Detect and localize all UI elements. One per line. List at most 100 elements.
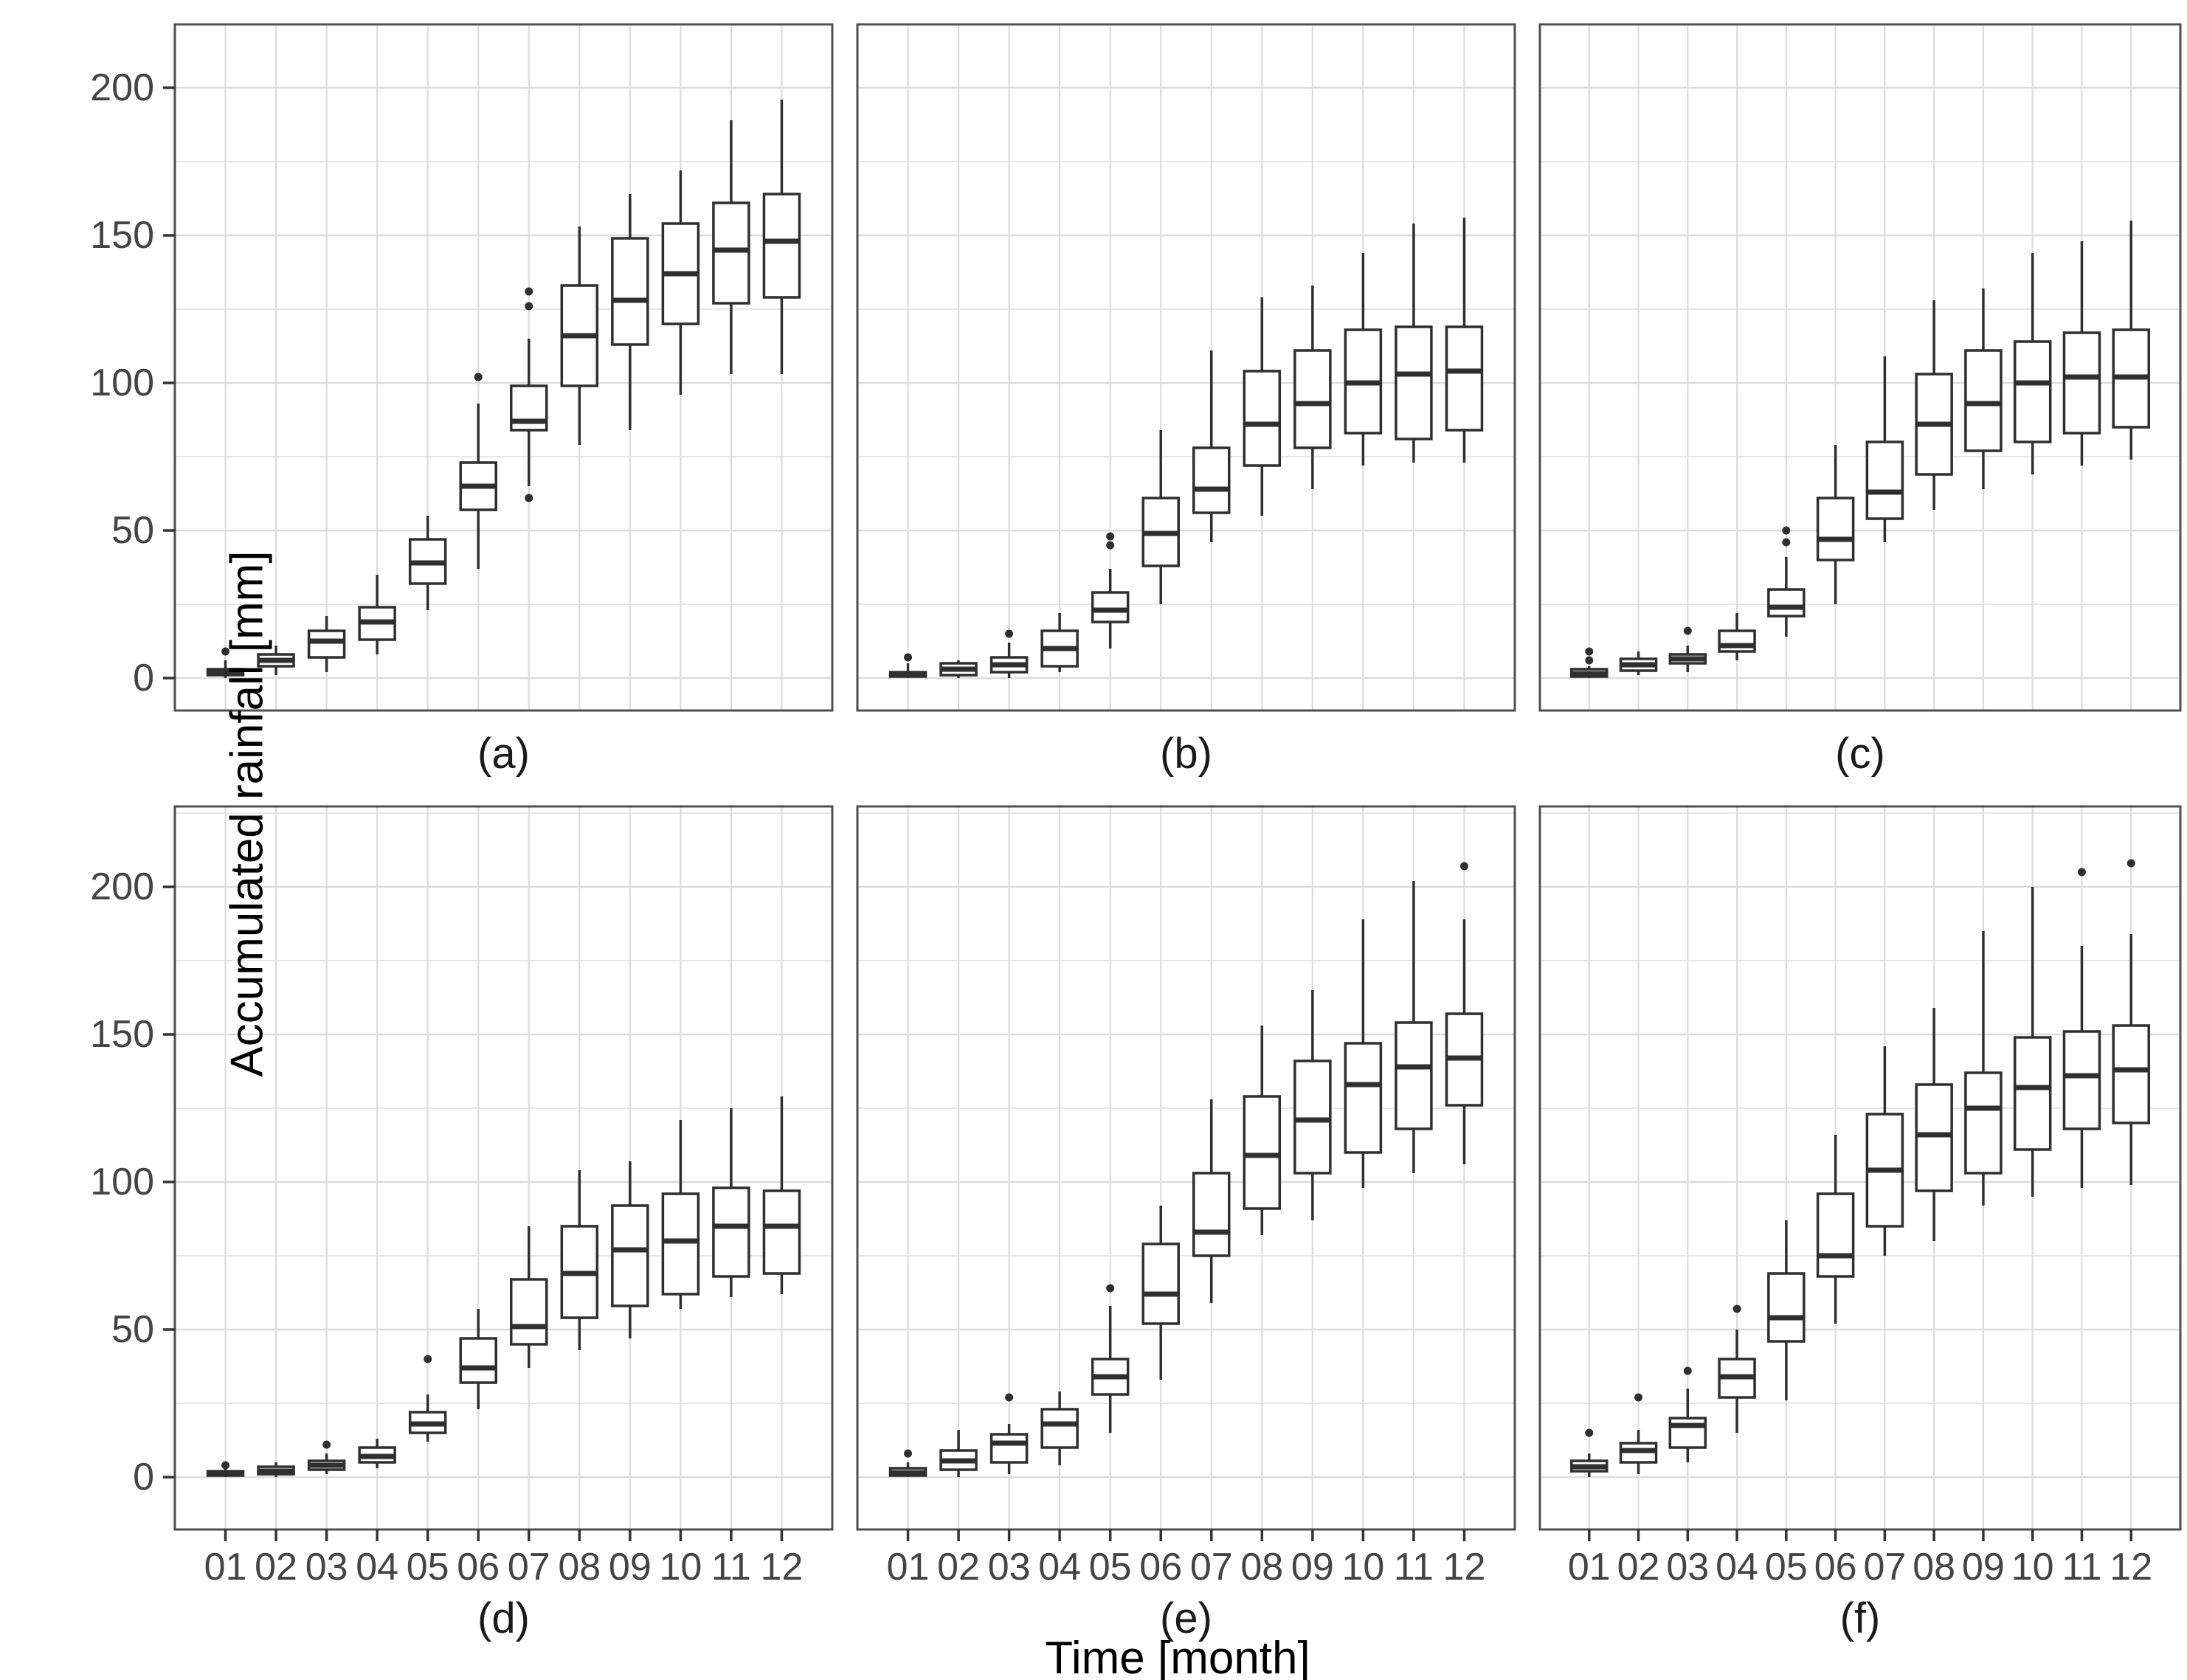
- x-tick-label: 06: [1814, 1546, 1857, 1589]
- outlier-point: [904, 653, 913, 662]
- x-tick-label: 11: [711, 1546, 751, 1589]
- outlier-point: [221, 647, 230, 656]
- boxplot-box: [1192, 1172, 1231, 1257]
- panel-border: [173, 805, 834, 1531]
- x-tick-label: 08: [1240, 1546, 1283, 1589]
- y-tick-label: 100: [90, 362, 154, 404]
- x-tick-label: 03: [305, 1546, 348, 1589]
- outlier-point: [1585, 647, 1594, 656]
- panel-caption: (a): [477, 730, 530, 778]
- panel-caption: (e): [1160, 1594, 1212, 1642]
- y-tick-label: 200: [90, 66, 154, 109]
- outlier-point: [2077, 868, 2086, 877]
- boxplot-box: [1964, 1071, 2003, 1175]
- boxplot-box: [1293, 349, 1332, 449]
- outlier-point: [1106, 1284, 1115, 1293]
- boxplot-box: [1767, 588, 1806, 618]
- outlier-point: [1005, 1393, 1014, 1402]
- panel-caption: (d): [477, 1594, 530, 1642]
- y-tick-label: 150: [90, 1013, 154, 1056]
- boxplot-box: [661, 1192, 700, 1296]
- x-tick-label: 07: [1190, 1546, 1233, 1589]
- x-tick-label: 08: [558, 1546, 601, 1589]
- boxplot-box: [1243, 370, 1282, 467]
- boxplot-box: [712, 201, 750, 305]
- y-tick-label: 50: [111, 1308, 154, 1351]
- outlier-point: [1732, 1304, 1741, 1313]
- x-tick-label: 07: [1863, 1546, 1906, 1589]
- x-tick-label: 12: [761, 1546, 804, 1589]
- y-tick-label: 0: [133, 657, 154, 699]
- boxplot-box: [2062, 331, 2101, 435]
- x-tick-label: 09: [1291, 1546, 1334, 1589]
- boxplot-box: [989, 1433, 1029, 1464]
- boxplot-box: [1816, 1192, 1855, 1278]
- boxplot-box: [2013, 1036, 2052, 1151]
- x-tick-label: 08: [1913, 1546, 1955, 1589]
- outlier-point: [904, 1449, 913, 1458]
- x-tick-label: 01: [204, 1546, 247, 1589]
- boxplot-box: [611, 1204, 649, 1307]
- boxplot-box: [307, 629, 346, 659]
- boxplot-box: [459, 1337, 497, 1384]
- outlier-point: [1005, 629, 1014, 638]
- outlier-point: [1683, 1366, 1692, 1375]
- x-tick-label: 09: [609, 1546, 652, 1589]
- x-tick-label: 01: [1568, 1546, 1611, 1589]
- x-tick-label: 05: [407, 1546, 449, 1589]
- x-tick-label: 05: [1089, 1546, 1132, 1589]
- x-tick-label: 10: [2011, 1546, 2054, 1589]
- outlier-point: [525, 287, 533, 296]
- outlier-point: [1683, 626, 1692, 635]
- y-tick-label: 200: [90, 865, 154, 908]
- panel-caption: (f): [1840, 1594, 1881, 1642]
- x-tick-label: 11: [2062, 1546, 2101, 1589]
- boxplot-box: [1445, 325, 1484, 432]
- x-tick-label: 01: [887, 1546, 930, 1589]
- boxplot-box: [2062, 1030, 2101, 1130]
- panel-border: [856, 805, 1516, 1531]
- x-tick-label: 11: [1394, 1546, 1434, 1589]
- outlier-point: [221, 1461, 230, 1470]
- boxplot-box: [762, 1189, 801, 1275]
- panel-background: [175, 24, 832, 711]
- x-tick-label: 06: [1139, 1546, 1182, 1589]
- boxplot-box: [1915, 1083, 1953, 1192]
- outlier-point: [1585, 656, 1594, 665]
- boxplot-box: [1141, 1242, 1180, 1325]
- boxplot-box: [1668, 1417, 1707, 1449]
- boxplot-box: [1243, 1095, 1282, 1210]
- panel-border: [1538, 23, 2182, 712]
- boxplot-box: [611, 237, 649, 346]
- x-tick-label: 09: [1962, 1546, 2005, 1589]
- y-tick-label: 150: [90, 214, 154, 257]
- boxplot-box: [1293, 1059, 1332, 1175]
- boxplot-box: [762, 193, 801, 299]
- panel-background: [1540, 806, 2180, 1529]
- boxplot-box: [1344, 1042, 1383, 1154]
- x-tick-label: 12: [2110, 1546, 2152, 1589]
- x-tick-label: 07: [508, 1546, 550, 1589]
- x-tick-label: 02: [1617, 1546, 1660, 1589]
- x-tick-label: 12: [1443, 1546, 1486, 1589]
- x-tick-label: 05: [1765, 1546, 1808, 1589]
- y-axis-title: Accumulated rainfall [mm]: [221, 550, 273, 1077]
- boxplot-box: [2013, 340, 2052, 443]
- outlier-point: [1106, 541, 1115, 550]
- boxplot-box: [1395, 1021, 1433, 1130]
- y-tick-label: 0: [133, 1456, 154, 1498]
- x-tick-label: 10: [659, 1546, 702, 1589]
- outlier-point: [1782, 538, 1791, 547]
- panel-border: [1538, 805, 2182, 1531]
- outlier-point: [1782, 526, 1791, 535]
- y-tick-label: 100: [90, 1161, 154, 1203]
- panel-border: [173, 23, 834, 712]
- outlier-point: [525, 302, 533, 311]
- outlier-point: [525, 494, 533, 502]
- boxplot-box: [1091, 591, 1130, 623]
- outlier-point: [2126, 859, 2135, 868]
- outlier-point: [1459, 862, 1468, 871]
- outlier-point: [1106, 532, 1115, 541]
